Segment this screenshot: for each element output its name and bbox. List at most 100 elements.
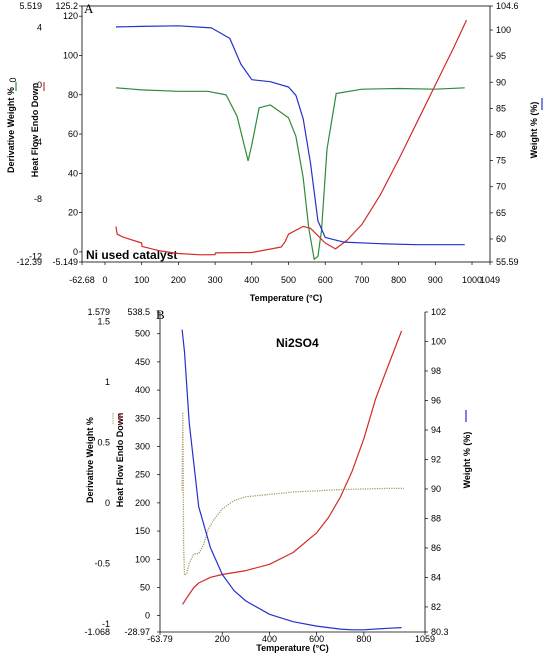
- derivative-tick-label: 0: [105, 498, 110, 508]
- x-tick-label: -63.79: [147, 634, 173, 644]
- derivative-tick-label: -12: [29, 251, 42, 261]
- heatflow-tick-label: 100: [135, 554, 150, 564]
- panel-b: B Ni2SO4 -63.79 200 400 600 800 1059 Temperature…: [84, 307, 472, 653]
- heatflow-tick-label: -5.149: [52, 257, 78, 267]
- weight-axis-label: Weight % (%): [462, 432, 472, 489]
- weight-tick-label: 90: [431, 484, 441, 494]
- series-line-right-axis: [181, 329, 402, 631]
- heatflow-tick-label: 400: [135, 385, 150, 395]
- x-tick-label: 500: [281, 275, 296, 285]
- weight-tick-label: 86: [431, 543, 441, 553]
- heatflow-tick-label: 125.2: [55, 1, 78, 11]
- derivative-tick-label: 0.5: [97, 437, 110, 447]
- sample-annotation: Ni used catalyst: [86, 248, 177, 262]
- series-line-left-axis-1: [115, 87, 465, 260]
- heatflow-tick-label: 20: [68, 208, 78, 218]
- x-tick-label: 900: [428, 275, 443, 285]
- heatflow-axis-label: Heat Flow Endo Down: [30, 83, 40, 178]
- derivative-tick-label: -0.5: [94, 558, 110, 568]
- derivative-tick-label: -12.39: [16, 257, 42, 267]
- weight-tick-label: 75: [496, 156, 506, 166]
- derivative-tick-label: -8: [34, 194, 42, 204]
- heatflow-tick-label: 50: [140, 582, 150, 592]
- x-tick-label: 400: [244, 275, 259, 285]
- plot-frame: [81, 5, 491, 263]
- x-tick-label: 100: [134, 275, 149, 285]
- x-tick-label: 0: [102, 275, 107, 285]
- heatflow-tick-label: 538.5: [127, 307, 150, 317]
- x-tick-label: 800: [356, 634, 371, 644]
- weight-tick-label: 100: [496, 25, 511, 35]
- x-tick-label: 400: [262, 634, 277, 644]
- weight-tick-label: 104.6: [496, 1, 519, 11]
- weight-tick-label: 70: [496, 182, 506, 192]
- weight-tick-label: 102: [431, 307, 446, 317]
- sample-annotation: Ni2SO4: [276, 336, 319, 350]
- x-tick-label: 200: [215, 634, 230, 644]
- weight-tick-label: 95: [496, 51, 506, 61]
- derivative-tick-label: 4: [37, 23, 42, 33]
- heatflow-tick-label: 500: [135, 329, 150, 339]
- weight-tick-label: 55.59: [496, 257, 519, 267]
- panel-letter-b: B: [156, 307, 165, 322]
- weight-tick-label: 80.3: [431, 627, 449, 637]
- x-tick-label: 600: [309, 634, 324, 644]
- derivative-axis-label: Derivative Weight %: [85, 417, 95, 503]
- weight-tick-label: 96: [431, 395, 441, 405]
- weight-tick-label: 100: [431, 336, 446, 346]
- x-tick-label: 200: [171, 275, 186, 285]
- heatflow-tick-label: 80: [68, 90, 78, 100]
- derivative-tick-label: 5.519: [19, 1, 42, 11]
- weight-tick-label: 94: [431, 425, 441, 435]
- x-tick-label: 1049: [480, 275, 500, 285]
- x-tick-label: 300: [208, 275, 223, 285]
- weight-axis-label: Weight % (%): [529, 102, 539, 159]
- x-axis-label: Temperature (°C): [250, 293, 322, 303]
- series-line-left-axis-2: [182, 330, 403, 605]
- weight-tick-label: 98: [431, 366, 441, 376]
- panel-letter-a: A: [84, 1, 94, 16]
- derivative-tick-label: -1: [102, 619, 110, 629]
- heatflow-tick-label: 0: [73, 247, 78, 257]
- weight-tick-label: 88: [431, 513, 441, 523]
- x-tick-label: 1059: [415, 634, 435, 644]
- x-tick-label: 800: [391, 275, 406, 285]
- weight-tick-label: 82: [431, 602, 441, 612]
- weight-tick-label: 80: [496, 129, 506, 139]
- heatflow-tick-label: 100: [63, 50, 78, 60]
- panel-a: ANi used catalyst-62.68 0 100 200 300 400 500 6…: [6, 1, 543, 303]
- x-tick-label: -62.68: [69, 275, 95, 285]
- heatflow-tick-label: 300: [135, 441, 150, 451]
- x-tick-label: 600: [318, 275, 333, 285]
- derivative-tick-label: -4: [34, 137, 42, 147]
- weight-tick-label: 65: [496, 208, 506, 218]
- derivative-tick-label: -1.068: [84, 627, 110, 637]
- weight-tick-label: 60: [496, 234, 506, 244]
- derivative-axis-label: Derivative Weight %: [6, 87, 16, 173]
- heatflow-tick-label: 200: [135, 498, 150, 508]
- x-tick-label: 1000: [462, 275, 482, 285]
- series-line-left-axis-2: [115, 19, 468, 256]
- heatflow-tick-label: 0: [145, 611, 150, 621]
- derivative-tick-label: 1.5: [97, 317, 110, 327]
- heatflow-tick-label: 450: [135, 357, 150, 367]
- series-line-right-axis: [115, 25, 465, 246]
- derivative-tick-label: 0: [37, 80, 42, 90]
- weight-tick-label: 92: [431, 454, 441, 464]
- heatflow-axis-label: Heat Flow Endo Down: [115, 413, 125, 508]
- heatflow-tick-label: 350: [135, 413, 150, 423]
- x-tick-label: 700: [354, 275, 369, 285]
- heatflow-tick-label: 250: [135, 470, 150, 480]
- weight-tick-label: 90: [496, 77, 506, 87]
- series-line-left-axis-1: [181, 411, 404, 577]
- heatflow-tick-label: 150: [135, 526, 150, 536]
- derivative-tick-label: 1.579: [87, 307, 110, 317]
- heatflow-tick-label: 120: [63, 11, 78, 21]
- weight-tick-label: 85: [496, 103, 506, 113]
- heatflow-tick-label: 40: [68, 168, 78, 178]
- heatflow-tick-label: -28.97: [124, 627, 150, 637]
- heatflow-tick-label: 60: [68, 129, 78, 139]
- legend-label: 0: [8, 77, 18, 82]
- derivative-tick-label: 1: [105, 377, 110, 387]
